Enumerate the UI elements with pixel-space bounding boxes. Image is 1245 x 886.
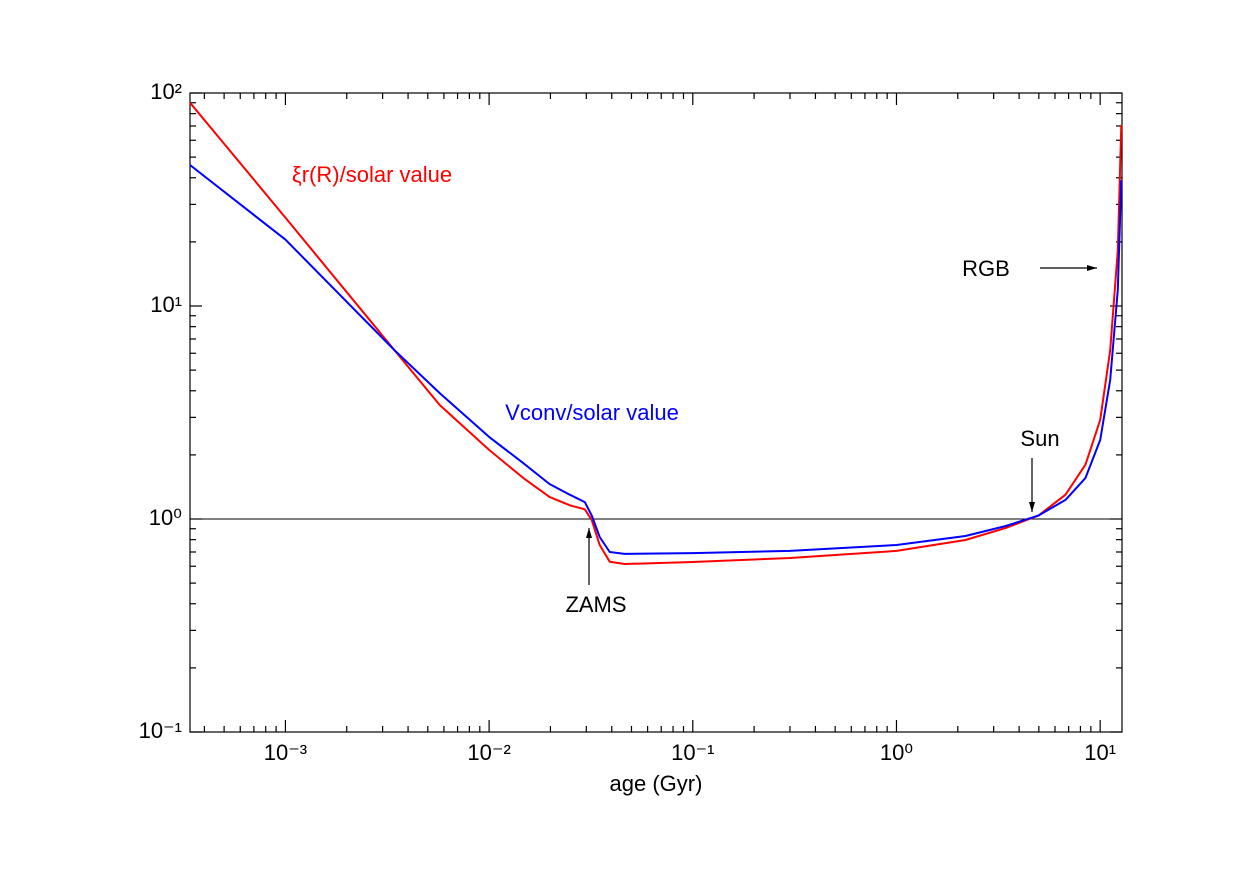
annotation: Sun (1020, 426, 1059, 451)
x-tick-label: 10⁻¹ (671, 740, 714, 765)
y-tick-label: 10¹ (150, 292, 182, 317)
x-axis-label: age (Gyr) (610, 771, 703, 796)
series-line (189, 102, 1123, 565)
x-tick-label: 10⁰ (880, 740, 913, 765)
series-line (189, 164, 1123, 555)
annotation: ZAMS (565, 592, 626, 617)
y-tick-label: 10⁰ (149, 505, 182, 530)
y-tick-label: 10⁻¹ (139, 718, 182, 743)
series-label: ξr(R)/solar value (292, 162, 452, 187)
x-tick-label: 10¹ (1084, 740, 1116, 765)
series-label: Vconv/solar value (505, 400, 679, 425)
y-tick-label: 10² (150, 79, 182, 104)
x-tick-label: 10⁻² (467, 740, 510, 765)
plot-frame (189, 92, 1123, 733)
x-tick-label: 10⁻³ (264, 740, 307, 765)
annotation: RGB (962, 256, 1010, 281)
